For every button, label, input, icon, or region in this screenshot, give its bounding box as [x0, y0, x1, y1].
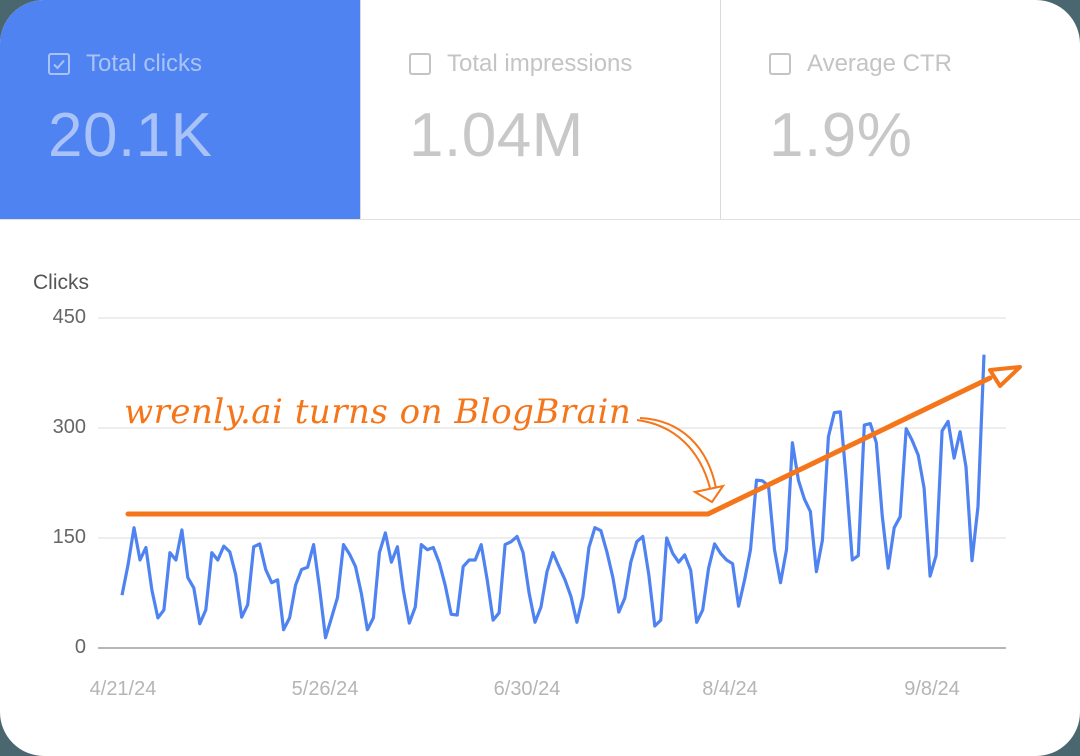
checkbox-unchecked-icon[interactable] — [769, 53, 791, 75]
metric-tabs: Total clicks 20.1K Total impressions 1.0… — [0, 0, 1080, 220]
metric-value: 1.04M — [409, 101, 584, 170]
y-axis-title: Clicks — [33, 271, 89, 294]
metric-average-ctr[interactable]: Average CTR 1.9% — [720, 0, 1080, 219]
y-tick-300: 300 — [52, 416, 86, 438]
metric-label-wrap: Average CTR — [769, 50, 952, 78]
gridlines — [98, 317, 1006, 649]
metric-total-impressions[interactable]: Total impressions 1.04M — [360, 0, 720, 219]
metric-label: Total impressions — [447, 50, 633, 77]
x-tick: 4/21/24 — [89, 678, 157, 700]
annotation-label: wrenly.ai turns on BlogBrain — [124, 392, 632, 432]
x-tick: 5/26/24 — [291, 678, 359, 700]
x-tick: 9/8/24 — [904, 678, 960, 700]
curved-pointer-arrow — [636, 417, 726, 504]
y-tick-450: 450 — [52, 306, 86, 328]
metric-label-wrap: Total impressions — [409, 50, 632, 78]
y-tick-0: 0 — [74, 636, 86, 658]
metric-value: 20.1K — [48, 101, 213, 170]
metric-total-clicks[interactable]: Total clicks 20.1K — [0, 0, 360, 219]
checkbox-checked-icon[interactable] — [48, 53, 70, 75]
x-tick: 8/4/24 — [702, 678, 758, 700]
metric-value: 1.9% — [769, 101, 913, 170]
trend-arrow — [125, 365, 1022, 517]
clicks-series-line — [120, 354, 986, 640]
x-tick: 6/30/24 — [493, 678, 561, 700]
y-tick-150: 150 — [52, 526, 86, 548]
metric-label: Total clicks — [86, 50, 203, 77]
checkbox-unchecked-icon[interactable] — [409, 53, 431, 75]
metric-label: Average CTR — [807, 50, 952, 77]
metric-label-wrap: Total clicks — [48, 50, 202, 78]
